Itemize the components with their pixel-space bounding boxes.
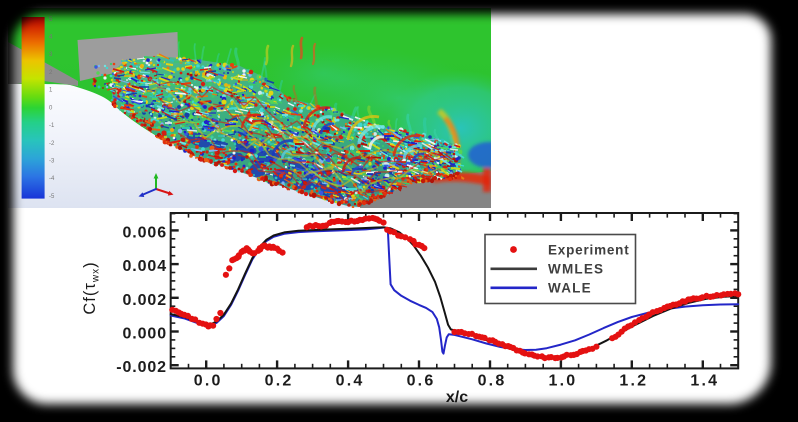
svg-text:0.8: 0.8 (478, 373, 507, 390)
svg-text:0.004: 0.004 (122, 258, 167, 275)
svg-text:0.0: 0.0 (194, 373, 223, 390)
svg-text:1.4: 1.4 (690, 373, 719, 390)
svg-text:0.006: 0.006 (122, 224, 167, 241)
svg-text:0.000: 0.000 (122, 326, 167, 343)
svg-text:WALE: WALE (548, 281, 592, 296)
svg-text:1.2: 1.2 (619, 373, 648, 390)
svg-text:1.0: 1.0 (548, 373, 577, 390)
svg-text:Experiment: Experiment (548, 243, 630, 258)
svg-text:-0.002: -0.002 (116, 359, 167, 376)
svg-text:0.4: 0.4 (336, 373, 365, 390)
svg-text:WMLES: WMLES (548, 262, 604, 277)
svg-text:0.2: 0.2 (265, 373, 294, 390)
svg-text:x/c: x/c (446, 389, 468, 406)
svg-text:0.002: 0.002 (122, 292, 167, 309)
svg-text:Cf(τwx): Cf(τwx) (81, 261, 102, 314)
svg-text:0.6: 0.6 (407, 373, 436, 390)
